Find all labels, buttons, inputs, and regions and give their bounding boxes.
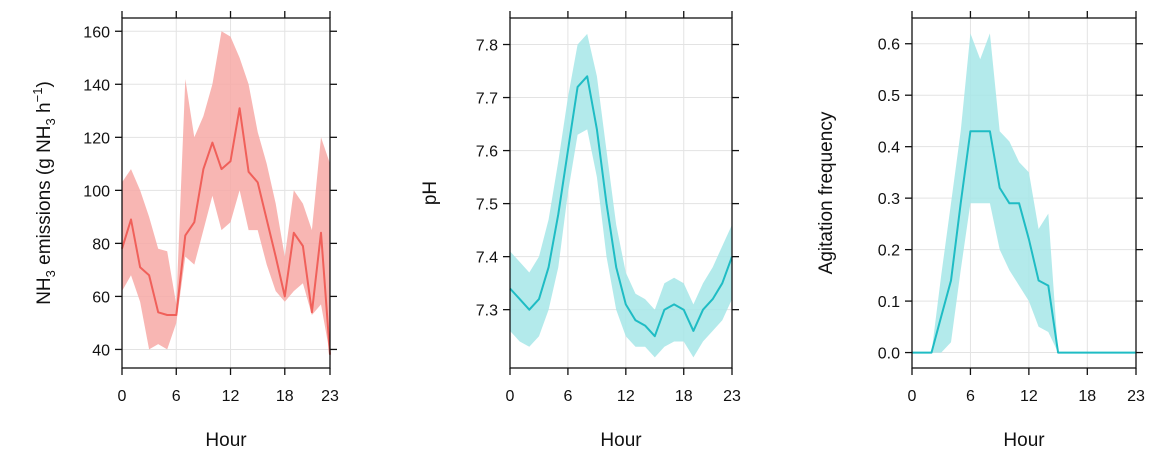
panel-2: 0 6 12 18 23 7.3 7.4 7.5 7.6 7.7 7.8 Hour pH bbox=[420, 11, 741, 451]
x-axis-title: Hour bbox=[1003, 430, 1045, 451]
y-tick-label: 7.6 bbox=[476, 144, 498, 161]
y-axis-title: pH bbox=[420, 181, 441, 205]
plot-frame bbox=[911, 17, 1137, 369]
y-tick-label: 40 bbox=[92, 342, 110, 359]
x-tick-label: 6 bbox=[563, 388, 572, 405]
x-axis-title: Hour bbox=[205, 430, 247, 451]
y-axis-title: Agitation frequency bbox=[816, 111, 837, 274]
y-axis-title-part: pH bbox=[420, 181, 441, 205]
y-tick-label: 60 bbox=[92, 289, 110, 306]
y-axis-title-part: −1 bbox=[30, 88, 45, 103]
series-line bbox=[509, 75, 733, 338]
confidence-band bbox=[510, 33, 732, 358]
y-axis-title-part: Agitation frequency bbox=[816, 111, 837, 274]
x-tick-label: 23 bbox=[723, 388, 741, 405]
y-tick-label: 7.7 bbox=[476, 91, 498, 108]
y-tick-label: 160 bbox=[83, 24, 110, 41]
y-tick-label: 7.3 bbox=[476, 303, 498, 320]
x-tick-label: 23 bbox=[321, 388, 339, 405]
x-tick-label: 0 bbox=[908, 388, 917, 405]
x-axis-title: Hour bbox=[600, 430, 642, 451]
y-axis-title: NH3 emissions (g NH3 h−1) bbox=[30, 81, 58, 305]
y-axis-title-part: ) bbox=[34, 81, 55, 87]
y-tick-label: 80 bbox=[92, 236, 110, 253]
plot-frame bbox=[509, 17, 733, 369]
y-tick-label: 0.6 bbox=[878, 37, 900, 54]
x-tick-label: 18 bbox=[675, 388, 693, 405]
y-tick-label: 0.4 bbox=[878, 140, 900, 157]
y-axis-title-part: 3 bbox=[43, 270, 58, 277]
y-tick-label: 140 bbox=[83, 77, 110, 94]
x-tick-label: 12 bbox=[222, 388, 240, 405]
series-line bbox=[912, 130, 1136, 354]
y-axis-title-part: emissions (g NH bbox=[34, 125, 55, 270]
y-tick-label: 0.2 bbox=[878, 243, 900, 260]
confidence-band bbox=[122, 31, 330, 355]
confidence-band bbox=[912, 33, 1136, 353]
y-tick-label: 0.3 bbox=[878, 191, 900, 208]
x-tick-label: 18 bbox=[1078, 388, 1096, 405]
plot-frame bbox=[121, 17, 331, 369]
x-tick-label: 12 bbox=[617, 388, 635, 405]
x-tick-label: 6 bbox=[966, 388, 975, 405]
y-tick-label: 0.5 bbox=[878, 88, 900, 105]
x-tick-label: 23 bbox=[1127, 388, 1145, 405]
x-tick-label: 0 bbox=[118, 388, 127, 405]
x-tick-label: 6 bbox=[172, 388, 181, 405]
series-line bbox=[121, 107, 331, 355]
panel-3: 0 6 12 18 23 0.0 0.1 0.2 0.3 0.4 0.5 0.6 Hour Agitati… bbox=[816, 11, 1145, 451]
y-tick-label: 7.4 bbox=[476, 250, 498, 267]
y-tick-label: 100 bbox=[83, 183, 110, 200]
x-tick-label: 0 bbox=[506, 388, 515, 405]
y-axis-title-part: 3 bbox=[43, 118, 58, 125]
y-tick-label: 0.1 bbox=[878, 294, 900, 311]
y-axis-title-part: NH bbox=[34, 277, 55, 304]
y-tick-label: 7.8 bbox=[476, 38, 498, 55]
y-tick-label: 120 bbox=[83, 130, 110, 147]
y-tick-label: 0.0 bbox=[878, 346, 900, 363]
y-tick-label: 7.5 bbox=[476, 197, 498, 214]
y-axis-title-part: h bbox=[34, 102, 55, 118]
x-tick-label: 12 bbox=[1020, 388, 1038, 405]
x-tick-label: 18 bbox=[276, 388, 294, 405]
